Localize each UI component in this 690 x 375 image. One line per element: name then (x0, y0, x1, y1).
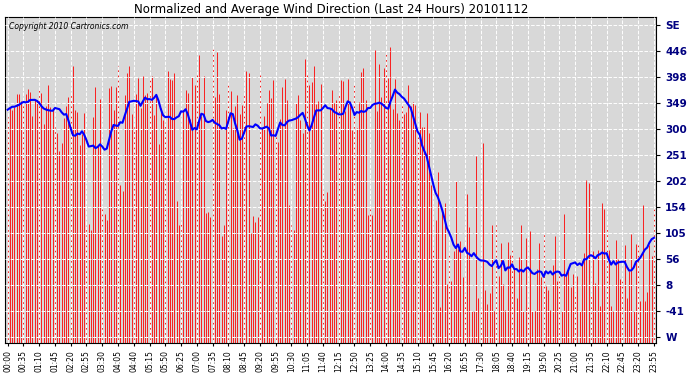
Title: Normalized and Average Wind Direction (Last 24 Hours) 20101112: Normalized and Average Wind Direction (L… (134, 3, 528, 16)
Text: Copyright 2010 Cartronics.com: Copyright 2010 Cartronics.com (9, 22, 128, 31)
